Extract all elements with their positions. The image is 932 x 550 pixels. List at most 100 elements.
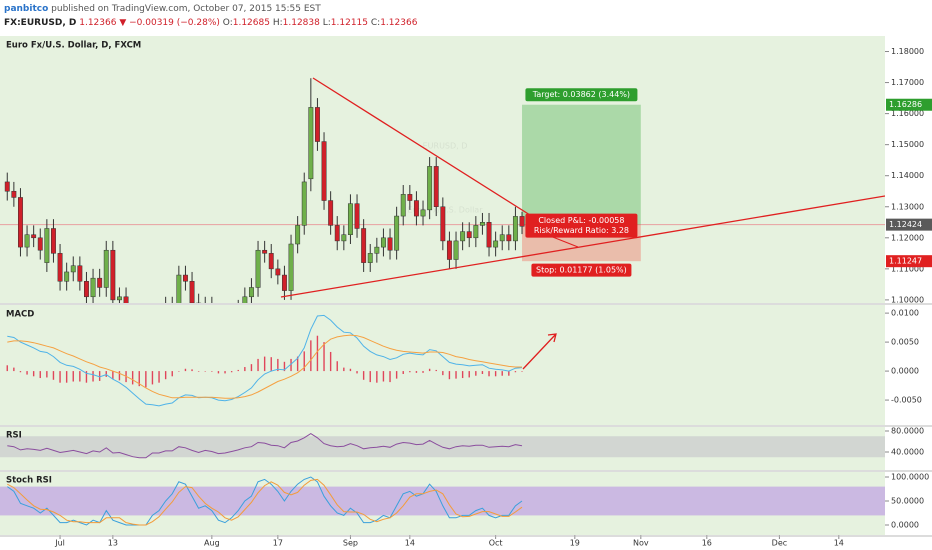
- histogram-bar: [356, 371, 358, 374]
- candle-body: [493, 240, 499, 248]
- histogram-bar: [171, 371, 173, 377]
- candle-body: [460, 231, 466, 242]
- price-tag-label: 1.16286: [889, 100, 922, 109]
- watermark: EURUSD, D: [423, 142, 468, 151]
- candle-body: [18, 197, 23, 248]
- y-tick-label: 1.18000: [891, 47, 924, 56]
- histogram-bar: [191, 369, 193, 372]
- candle-body: [37, 237, 43, 251]
- x-tick-label: Aug: [204, 539, 220, 548]
- histogram-bar: [145, 371, 147, 388]
- y-tick-label: 1.12000: [891, 233, 924, 242]
- histogram-bar: [32, 371, 35, 377]
- histogram-bar: [224, 371, 226, 374]
- pnl-box: [525, 213, 638, 238]
- histogram-bar: [39, 371, 41, 379]
- histogram-bar: [65, 371, 68, 383]
- histogram-bar: [435, 369, 437, 372]
- candle-body: [268, 253, 274, 270]
- published: published on TradingView.com, October 07…: [51, 4, 321, 14]
- y-tick-label: 1.15000: [891, 140, 924, 149]
- author[interactable]: panbitco: [4, 4, 48, 14]
- histogram-bar: [257, 358, 259, 372]
- candle-body: [44, 228, 50, 263]
- histogram-bar: [422, 371, 424, 373]
- candle-body: [519, 216, 525, 227]
- histogram-bar: [336, 361, 338, 372]
- histogram-bar: [501, 371, 503, 376]
- histogram-bar: [488, 371, 490, 377]
- candle-body: [117, 296, 122, 301]
- histogram-bar: [283, 361, 286, 372]
- annotation-arrow: [522, 333, 557, 370]
- pane-title: RSI: [6, 431, 22, 441]
- histogram-bar: [494, 371, 497, 377]
- y-tick-label: 0.0100: [891, 309, 919, 318]
- candle-body: [248, 287, 254, 298]
- histogram-bar: [151, 371, 154, 385]
- target-zone: [522, 104, 641, 225]
- price-tag: [886, 218, 932, 231]
- histogram-bar: [13, 367, 15, 372]
- histogram-bar: [197, 371, 200, 372]
- candle-body: [446, 240, 452, 260]
- y-tick-label: 0.0000: [891, 367, 919, 376]
- candle-body: [479, 222, 485, 226]
- candle-body: [31, 234, 37, 239]
- candle-body: [70, 265, 76, 273]
- candle-body: [413, 200, 419, 217]
- candle-body: [321, 141, 327, 201]
- histogram-bar: [92, 371, 94, 382]
- x-tick-label: Nov: [633, 539, 649, 548]
- pane-title: Stoch RSI: [6, 476, 52, 486]
- histogram-bar: [376, 371, 378, 383]
- y-tick-label: 1.16000: [891, 109, 924, 118]
- histogram-bar: [409, 371, 411, 373]
- histogram-bar: [442, 371, 444, 376]
- band: [0, 486, 885, 516]
- candle-body: [281, 274, 287, 291]
- trend-line: [312, 77, 531, 216]
- histogram-bar: [26, 371, 28, 375]
- candle-body: [427, 166, 433, 211]
- candle-body: [189, 281, 195, 303]
- candle-body: [275, 268, 281, 276]
- pane-background: [0, 36, 885, 303]
- candle-body: [308, 107, 314, 180]
- histogram-bar: [448, 371, 451, 380]
- quote-key: C:: [371, 18, 380, 28]
- histogram-bar: [19, 371, 22, 373]
- quote-value: 1.12685: [233, 18, 270, 28]
- target-label: Target: 0.03862 (3.44%): [532, 90, 630, 99]
- stop-label: Stop: 0.01177 (1.05%): [536, 266, 627, 275]
- candle-body: [512, 216, 518, 242]
- histogram-bar: [323, 342, 325, 372]
- y-tick-label: 40.0000: [891, 447, 924, 456]
- candle-body: [420, 209, 426, 217]
- symbol: FX:EURUSD, D: [4, 18, 76, 28]
- candle-body: [506, 234, 512, 242]
- histogram-bar: [349, 368, 352, 372]
- histogram-bar: [395, 371, 398, 379]
- last-price: 1.12366: [79, 18, 116, 28]
- y-tick-label: 1.13000: [891, 202, 924, 211]
- candle-body: [110, 249, 116, 301]
- candle-body: [486, 222, 492, 248]
- candle-body: [84, 281, 89, 298]
- candle-body: [176, 274, 182, 303]
- x-tick-label: 13: [108, 539, 118, 548]
- y-tick-label: 80.0000: [891, 426, 924, 435]
- histogram-bar: [461, 371, 464, 379]
- y-tick-label: 1.17000: [891, 78, 924, 87]
- series-line: [7, 478, 523, 526]
- x-tick-label: 19: [570, 539, 580, 548]
- histogram-bar: [138, 371, 140, 387]
- y-tick-label: 0.0050: [891, 338, 919, 347]
- histogram-bar: [521, 371, 523, 372]
- candle-body: [466, 231, 472, 239]
- candle-body: [314, 107, 320, 142]
- histogram-bar: [428, 368, 431, 372]
- candle-body: [394, 215, 400, 251]
- histogram-bar: [382, 371, 385, 382]
- quote-line: FX:EURUSD, D 1.12366 ▼ −0.00319 (−0.28%)…: [4, 18, 418, 28]
